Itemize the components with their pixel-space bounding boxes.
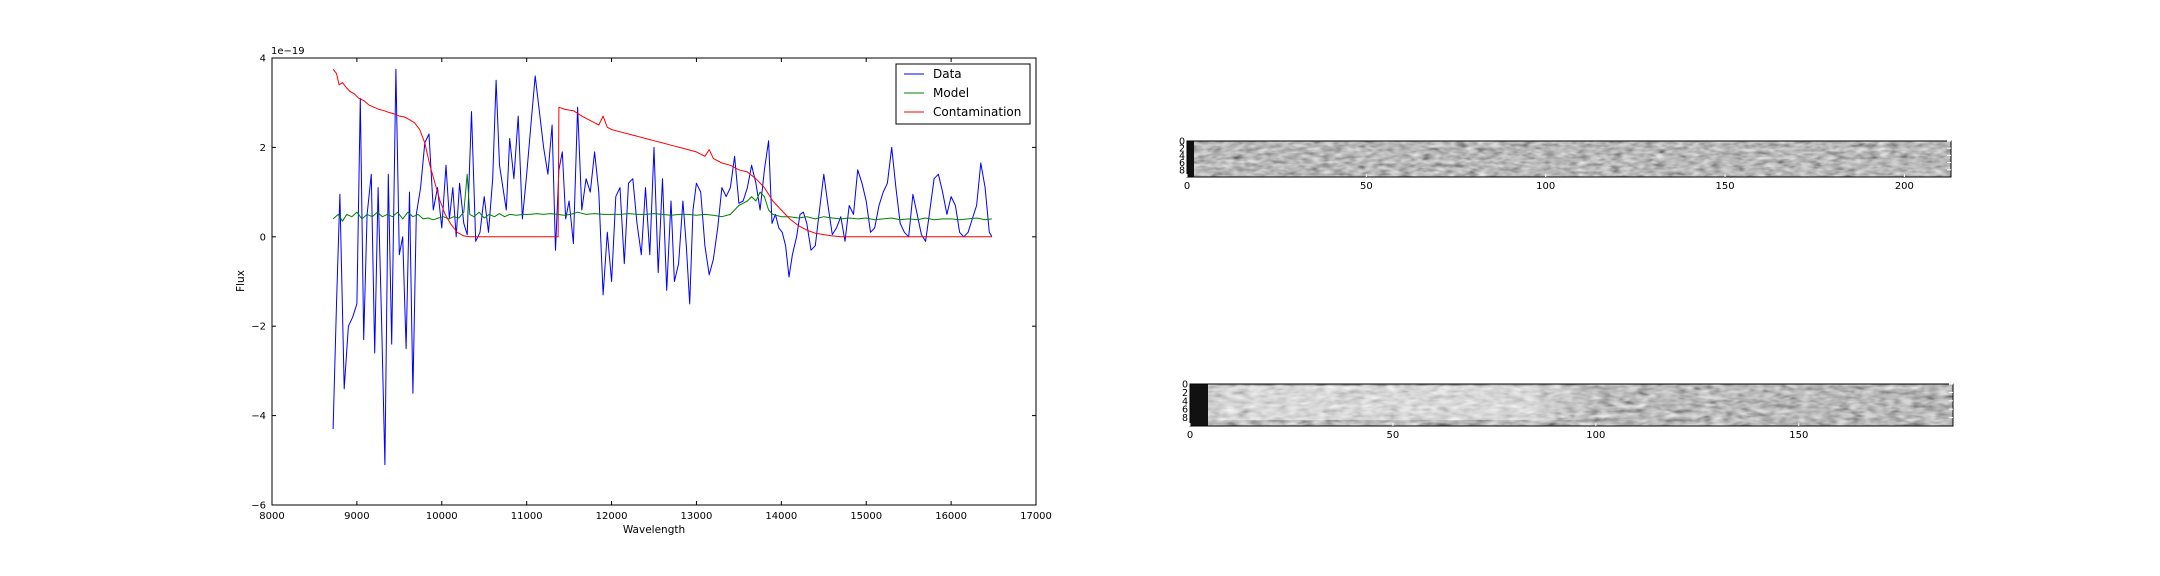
x-tick-label: 14000 xyxy=(765,511,797,522)
y-tick-label: 4 xyxy=(260,54,266,65)
image-y-tick-label: 4 xyxy=(1179,151,1185,162)
image-frame xyxy=(1189,383,1954,427)
image-y-tick-label: 8 xyxy=(1182,413,1188,424)
legend-label-model: Model xyxy=(933,86,969,100)
image-y-tick-label: 2 xyxy=(1179,144,1185,155)
legend-label-contamination: Contamination xyxy=(933,105,1021,119)
image-y-tick-label: 6 xyxy=(1179,158,1185,169)
plot-frame xyxy=(271,57,1037,506)
x-tick-label: 11000 xyxy=(511,511,543,522)
image-x-tick-label: 150 xyxy=(1715,181,1734,192)
y-axis: −6 −4 −2 0 2 4 xyxy=(251,54,1036,512)
x-tick-label: 9000 xyxy=(344,511,369,522)
image-y-tick-label: 2 xyxy=(1182,388,1188,399)
y-tick-label: 2 xyxy=(260,143,266,154)
image-x-tick-label: 100 xyxy=(1586,430,1605,441)
legend: Data Model Contamination xyxy=(895,63,1031,125)
image-texture xyxy=(1187,141,1951,177)
y-tick-label: −6 xyxy=(251,501,266,512)
image-x-tick-label: 200 xyxy=(1895,181,1914,192)
image-x-tick-label: 0 xyxy=(1184,181,1190,192)
image-y-tick-label: 4 xyxy=(1182,396,1188,407)
spectrum-chart: 8000 9000 10000 11000 12000 13000 14000 15000 16… xyxy=(235,46,1052,536)
x-tick-label: 8000 xyxy=(259,511,284,522)
y-offset-label: 1e−19 xyxy=(271,46,305,57)
y-tick-label: −4 xyxy=(251,411,266,422)
image-x-tick-label: 50 xyxy=(1360,181,1373,192)
y-axis-label: Flux xyxy=(235,270,247,292)
x-tick-label: 16000 xyxy=(935,511,967,522)
x-tick-label: 10000 xyxy=(426,511,458,522)
x-axis: 8000 9000 10000 11000 12000 13000 14000 15000 16… xyxy=(259,58,1052,522)
image-bright-band xyxy=(1190,386,1953,420)
image-frame xyxy=(1186,140,1952,178)
x-tick-label: 15000 xyxy=(850,511,882,522)
legend-label-data: Data xyxy=(933,67,962,81)
series-line-data xyxy=(332,68,993,466)
series-line-model xyxy=(332,173,992,222)
image-x-tick-label: 150 xyxy=(1789,430,1808,441)
series-line-contamination xyxy=(332,68,992,238)
image-x-tick-label: 100 xyxy=(1536,181,1555,192)
image-x-tick-label: 50 xyxy=(1387,430,1400,441)
series-group xyxy=(332,68,993,466)
x-tick-label: 17000 xyxy=(1020,511,1052,522)
image-y-tick-label: 0 xyxy=(1179,137,1185,148)
x-tick-label: 13000 xyxy=(681,511,713,522)
x-tick-label: 12000 xyxy=(596,511,628,522)
plot-area xyxy=(272,58,1036,505)
image-x-tick-label: 0 xyxy=(1187,430,1193,441)
image-y-tick-label: 8 xyxy=(1179,165,1185,176)
image-edge-dark xyxy=(1187,141,1194,177)
x-axis-label: Wavelength xyxy=(623,524,685,536)
y-tick-label: 0 xyxy=(260,232,266,243)
image-y-tick-label: 6 xyxy=(1182,405,1188,416)
image-y-tick-label: 0 xyxy=(1182,380,1188,391)
image-edge-dark xyxy=(1190,384,1208,426)
y-tick-label: −2 xyxy=(251,322,266,333)
